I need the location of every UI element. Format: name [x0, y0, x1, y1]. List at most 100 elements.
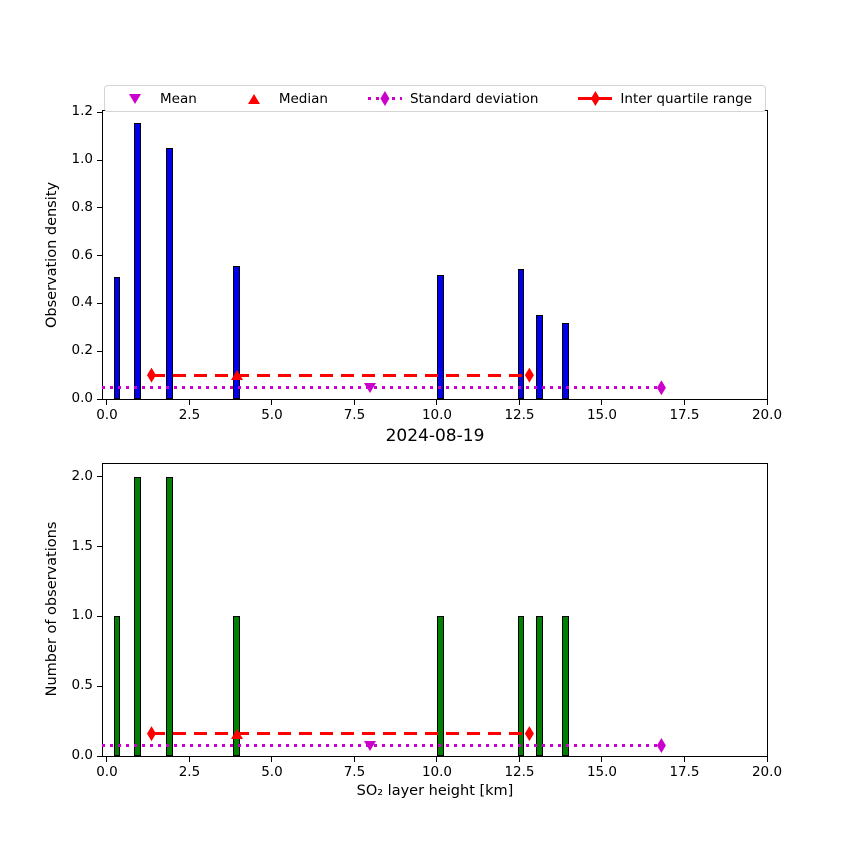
histogram-bar — [436, 274, 444, 399]
legend-item-median: Median — [237, 91, 328, 107]
x-tick-label: 17.5 — [669, 407, 700, 423]
x-tick-mark — [188, 757, 190, 762]
histogram-bar — [166, 148, 173, 399]
y-tick-label: 1.0 — [71, 607, 93, 624]
x-tick-label: 2.5 — [178, 764, 201, 780]
x-tick-mark — [683, 400, 685, 405]
x-tick-label: 15.0 — [586, 407, 618, 423]
legend-item-standard-deviation: Standard deviation — [367, 90, 539, 107]
std-line — [102, 744, 662, 748]
x-tick-mark — [518, 400, 520, 405]
histogram-bar — [517, 268, 525, 399]
histogram-bar — [166, 476, 173, 756]
x-tick-mark — [766, 757, 768, 762]
x-tick-mark — [766, 400, 768, 405]
histogram-bar — [113, 277, 121, 399]
x-tick-label: 7.5 — [343, 764, 366, 780]
legend-item-mean: Mean — [118, 91, 197, 107]
x-tick-mark — [436, 400, 438, 405]
x-tick-label: 20.0 — [751, 407, 783, 423]
histogram-bar — [562, 322, 569, 399]
y-tick-label: 0.2 — [71, 342, 93, 359]
iqr-end-marker — [524, 726, 534, 742]
iqr-end-marker — [524, 367, 534, 383]
x-tick-label: 12.5 — [504, 407, 535, 423]
x-tick-mark — [353, 400, 355, 405]
triangle-up-icon — [237, 91, 271, 107]
y-tick-mark — [97, 159, 102, 161]
thin-diamond-icon — [367, 91, 402, 107]
x-tick-mark — [353, 757, 355, 762]
triangle-down-icon — [118, 91, 152, 107]
x-tick-label: 15.0 — [586, 764, 618, 780]
y-tick-label: 0.8 — [71, 198, 93, 215]
x-tick-mark — [601, 400, 603, 405]
median-marker — [230, 370, 243, 381]
x-tick-label: 20.0 — [751, 764, 783, 780]
x-tick-label: 7.5 — [343, 407, 366, 423]
iqr-end-marker — [147, 367, 156, 383]
x-tick-mark — [683, 757, 685, 762]
histogram-bar — [233, 266, 240, 399]
histogram-bar — [535, 315, 543, 399]
x-tick-mark — [601, 757, 603, 762]
x-tick-label: 10.0 — [421, 407, 452, 423]
legend-label: Mean — [160, 90, 197, 107]
y-tick-label: 2.0 — [71, 467, 93, 484]
histogram-bar — [436, 616, 444, 756]
x-tick-mark — [271, 400, 273, 405]
legend: Mean Median Standard deviation Inter quarti… — [104, 85, 766, 112]
y-tick-mark — [97, 546, 102, 548]
x-tick-label: 5.0 — [261, 407, 283, 423]
y-tick-mark — [97, 302, 102, 304]
histogram-bar — [233, 616, 240, 756]
x-tick-label: 17.5 — [669, 764, 700, 780]
x-tick-label: 10.0 — [421, 764, 452, 780]
y-tick-mark — [97, 685, 102, 687]
x-tick-label: 0.0 — [96, 764, 118, 780]
y-tick-mark — [97, 350, 102, 352]
legend-label: Median — [278, 90, 328, 107]
histogram-bar — [113, 616, 121, 756]
x-tick-mark — [106, 757, 108, 762]
y-tick-label: 1.5 — [71, 537, 93, 554]
thin-diamond-icon — [578, 91, 613, 107]
x-axis-label: SO₂ layer height [km] — [356, 783, 514, 799]
x-tick-label: 0.0 — [96, 407, 118, 423]
x-tick-label: 5.0 — [261, 764, 283, 780]
iqr-line — [151, 732, 530, 736]
iqr-end-marker — [147, 726, 156, 742]
std-end-marker — [656, 380, 666, 396]
histogram-bar — [134, 123, 141, 399]
x-tick-mark — [271, 757, 273, 762]
y-tick-mark — [97, 255, 102, 257]
x-tick-label: 12.5 — [504, 764, 535, 780]
mean-marker — [364, 740, 377, 751]
y-tick-label: 0.0 — [71, 747, 93, 763]
x-tick-label: 2.5 — [178, 407, 201, 423]
y-tick-label: 1.0 — [71, 151, 93, 168]
y-tick-mark — [97, 615, 102, 617]
legend-label: Standard deviation — [409, 90, 539, 107]
median-marker — [230, 728, 243, 739]
histogram-bar — [535, 616, 543, 756]
legend-label: Inter quartile range — [620, 90, 752, 107]
y-tick-mark — [97, 476, 102, 478]
x-tick-mark — [436, 757, 438, 762]
std-line — [102, 386, 662, 390]
y-tick-label: 0.6 — [71, 246, 93, 263]
iqr-line — [151, 373, 530, 377]
y-tick-label: 0.0 — [71, 390, 93, 406]
y-tick-label: 1.2 — [71, 103, 93, 120]
y-tick-mark — [97, 398, 102, 400]
x-tick-mark — [106, 400, 108, 405]
histogram-bar — [517, 616, 525, 756]
axes-frame — [102, 463, 768, 757]
y-tick-label: 0.5 — [71, 677, 93, 694]
plot-title: 2024-08-19 — [385, 426, 485, 446]
histogram-bar — [134, 476, 141, 756]
std-end-marker — [656, 738, 666, 754]
y-tick-mark — [97, 207, 102, 209]
x-tick-mark — [518, 757, 520, 762]
